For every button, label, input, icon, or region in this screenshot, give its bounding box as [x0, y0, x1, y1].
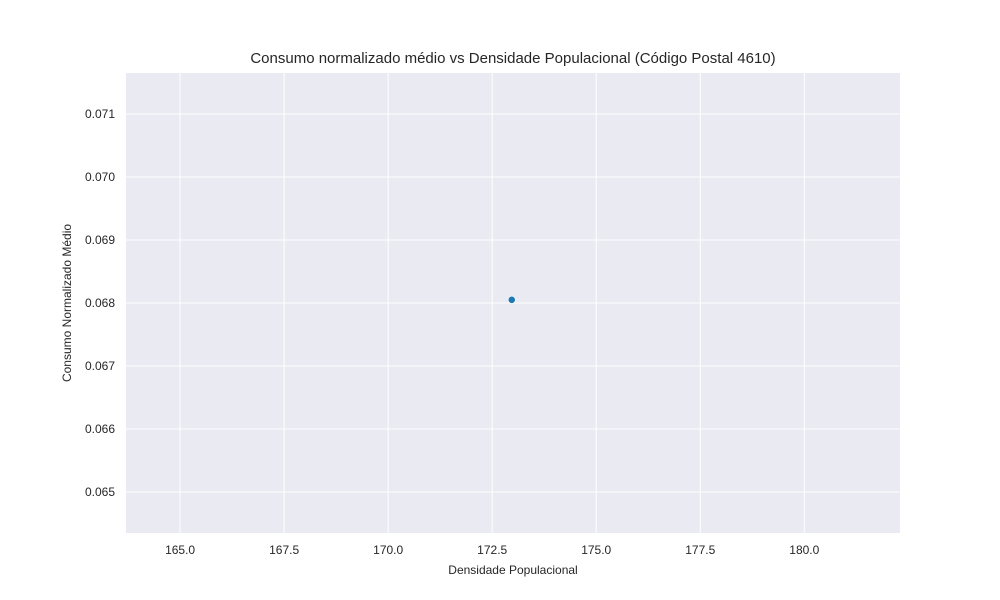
y-tick-label: 0.070	[85, 170, 115, 184]
y-tick-label: 0.065	[85, 485, 115, 499]
x-tick-labels: 165.0 167.5 170.0 172.5 175.0 177.5 180.0	[165, 543, 820, 557]
x-tick-label: 180.0	[789, 543, 819, 557]
data-points	[507, 295, 516, 304]
x-tick-label: 167.5	[269, 543, 299, 557]
x-tick-label: 175.0	[581, 543, 611, 557]
y-tick-label: 0.068	[85, 296, 115, 310]
y-axis-label: Consumo Normalizado Médio	[60, 224, 74, 382]
y-tick-label: 0.066	[85, 422, 115, 436]
x-tick-label: 170.0	[373, 543, 403, 557]
chart-title: Consumo normalizado médio vs Densidade P…	[250, 50, 775, 67]
x-axis-label: Densidade Populacional	[448, 563, 577, 577]
x-tick-label: 177.5	[685, 543, 715, 557]
x-tick-label: 165.0	[165, 543, 195, 557]
scatter-point	[507, 295, 516, 304]
y-tick-label: 0.067	[85, 359, 115, 373]
y-tick-labels: 0.065 0.066 0.067 0.068 0.069 0.070 0.071	[85, 107, 115, 499]
y-tick-label: 0.069	[85, 233, 115, 247]
x-tick-label: 172.5	[477, 543, 507, 557]
y-tick-label: 0.071	[85, 107, 115, 121]
